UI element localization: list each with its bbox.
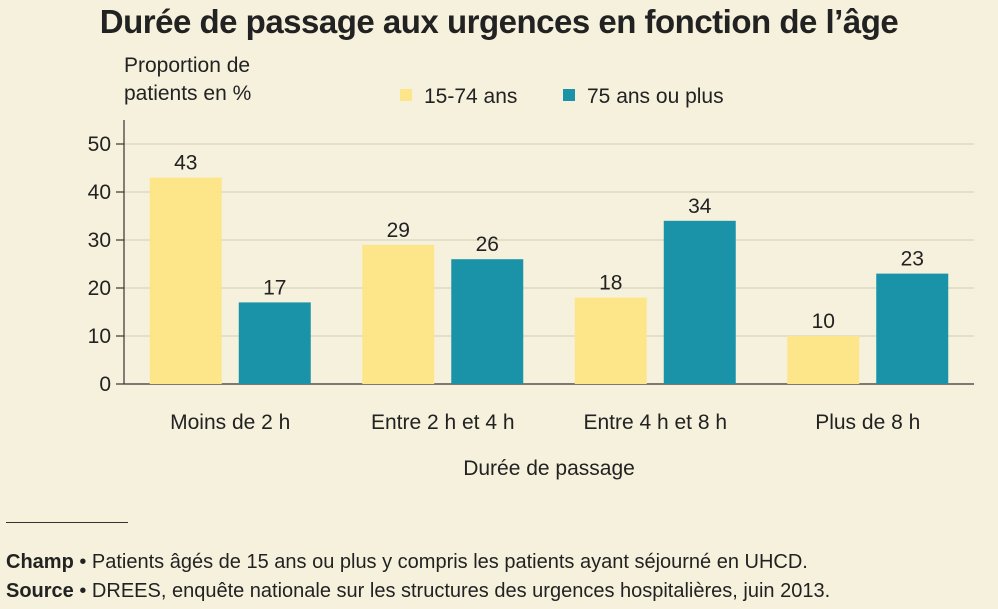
x-tick-label: Entre 2 h et 4 h	[371, 411, 515, 434]
bar-series-2	[663, 220, 736, 384]
legend-item-series-2: 75 ans ou plus	[563, 82, 724, 112]
bar-series-2	[876, 273, 949, 384]
bar-series-2	[451, 259, 524, 384]
source-label: Source	[6, 580, 74, 602]
bar-data-label: 18	[599, 272, 622, 295]
bar-data-label: 43	[174, 152, 197, 175]
bar-series-2	[238, 302, 311, 384]
x-tick-label: Plus de 8 h	[815, 411, 920, 434]
legend-swatch-series-1	[400, 89, 412, 102]
bar-series-1	[149, 177, 222, 384]
legend-label-series-1: 15-74 ans	[424, 85, 518, 108]
y-tick-label: 0	[99, 373, 111, 396]
champ-text: • Patients âgés de 15 ans ou plus y comp…	[73, 551, 808, 573]
x-tick-label: Moins de 2 h	[170, 411, 290, 434]
chart-title: Durée de passage aux urgences en fonctio…	[99, 3, 899, 40]
source-text: • DREES, enquête nationale sur les struc…	[73, 580, 831, 602]
y-tick-label: 20	[88, 277, 111, 300]
y-tick-label: 50	[88, 133, 111, 156]
legend-item-series-1: 15-74 ans	[400, 82, 517, 112]
y-tick-label: 40	[88, 181, 111, 204]
legend-label-series-2: 75 ans ou plus	[587, 85, 724, 108]
y-tick-label: 10	[88, 325, 111, 348]
footer-divider	[6, 522, 128, 523]
legend-swatch-series-2	[563, 89, 575, 102]
bar-data-label: 26	[476, 233, 499, 256]
footer-champ: Champ • Patients âgés de 15 ans ou plus …	[6, 549, 808, 575]
chart-plot: 0 10 20 30 40 50 43 17 Moins de 2 h 29 26 Entre 2 h…	[88, 120, 974, 434]
footer-source: Source • DREES, enquête nationale sur le…	[6, 578, 830, 604]
bar-data-label: 29	[387, 219, 410, 242]
x-tick-label: Entre 4 h et 8 h	[583, 411, 727, 434]
bar-series-1	[362, 244, 435, 384]
bar-data-label: 10	[812, 310, 835, 333]
bar-data-label: 34	[688, 195, 712, 218]
bar-series-1	[574, 297, 647, 384]
y-axis-label: Proportion de patients en %	[124, 54, 252, 105]
y-tick-label: 30	[88, 229, 111, 252]
bar-series-1	[787, 336, 860, 384]
bar-data-label: 23	[901, 248, 924, 271]
champ-label: Champ	[6, 551, 74, 573]
bar-data-label: 17	[263, 276, 286, 299]
x-axis-label: Durée de passage	[463, 457, 635, 480]
